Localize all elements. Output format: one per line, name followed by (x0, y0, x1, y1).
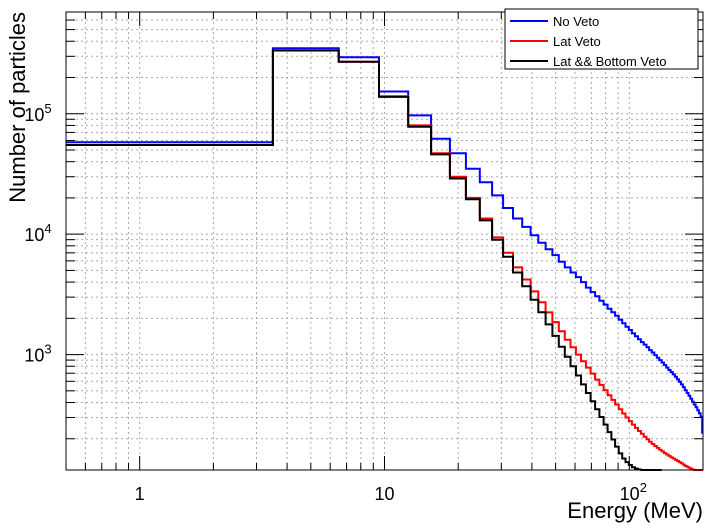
tick-marks (65, 11, 704, 470)
legend: No Veto Lat Veto Lat && Bottom Veto (504, 8, 699, 70)
x-tick-label-base: 10 (374, 484, 394, 504)
y-axis-title: Number of particles (5, 12, 30, 203)
legend-label-3: Lat && Bottom Veto (553, 54, 666, 69)
y-tick-label-base: 10 (24, 105, 44, 125)
y-tick-label: 103 (24, 342, 51, 366)
series-line-3 (66, 49, 662, 471)
series-line-1 (66, 47, 704, 434)
y-tick-label-exponent: 5 (44, 101, 51, 116)
frame-background (66, 12, 703, 470)
y-tick-label-exponent: 3 (44, 342, 51, 357)
series-layer (66, 47, 704, 471)
y-tick-label-exponent: 4 (44, 221, 51, 236)
x-tick-label-base: 1 (135, 484, 145, 504)
y-tick-label-base: 10 (24, 225, 44, 245)
x-tick-label: 10 (374, 484, 394, 504)
x-axis-title: Energy (MeV) (567, 498, 703, 523)
legend-box (504, 8, 699, 70)
x-tick-label-base: 10 (620, 484, 640, 504)
x-tick-label: 102 (620, 480, 647, 504)
y-tick-label: 104 (24, 221, 51, 245)
y-tick-label-base: 10 (24, 346, 44, 366)
plot-frame (65, 11, 704, 471)
y-tick-label: 105 (24, 101, 51, 125)
x-tick-label: 1 (135, 484, 145, 504)
legend-label-2: Lat Veto (553, 34, 601, 49)
legend-label-1: No Veto (553, 14, 599, 29)
x-tick-label-exponent: 2 (640, 480, 647, 495)
